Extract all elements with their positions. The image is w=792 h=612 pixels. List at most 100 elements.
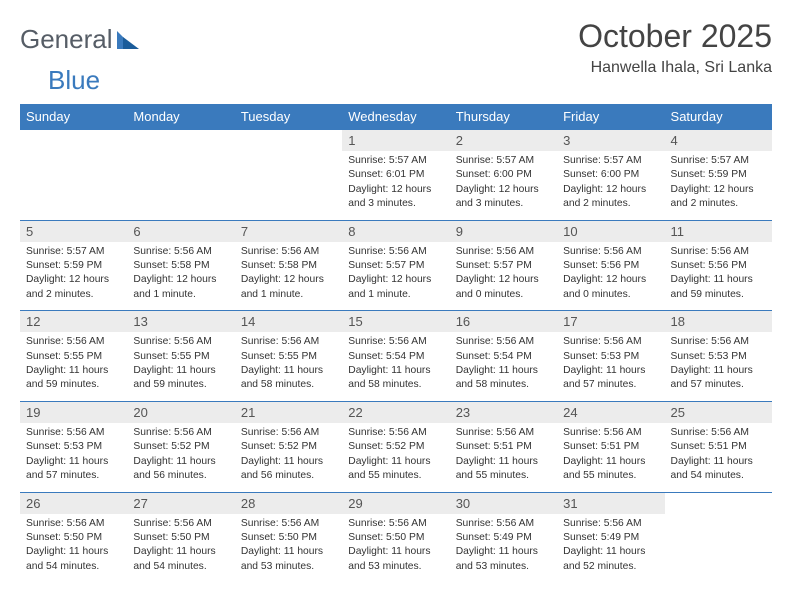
daylight-text: Daylight: 11 hours and 56 minutes. (133, 455, 228, 484)
day-info-cell: Sunrise: 5:56 AMSunset: 5:52 PMDaylight:… (235, 423, 342, 492)
day-info-cell: Sunrise: 5:56 AMSunset: 5:50 PMDaylight:… (127, 514, 234, 583)
sunrise-text: Sunrise: 5:56 AM (671, 335, 766, 349)
sunrise-text: Sunrise: 5:57 AM (348, 154, 443, 168)
daylight-text: Daylight: 12 hours and 1 minute. (348, 273, 443, 302)
day-number-cell: 21 (235, 402, 342, 423)
sunrise-text: Sunrise: 5:56 AM (26, 426, 121, 440)
day-info-cell: Sunrise: 5:56 AMSunset: 5:53 PMDaylight:… (20, 423, 127, 492)
title-block: October 2025 Hanwella Ihala, Sri Lanka (578, 18, 772, 77)
sunset-text: Sunset: 5:51 PM (456, 440, 551, 454)
day-info-cell: Sunrise: 5:56 AMSunset: 5:53 PMDaylight:… (665, 332, 772, 401)
day-info-cell: Sunrise: 5:56 AMSunset: 5:52 PMDaylight:… (342, 423, 449, 492)
day-header: Monday (127, 104, 234, 130)
sunrise-text: Sunrise: 5:56 AM (563, 426, 658, 440)
sunrise-text: Sunrise: 5:56 AM (241, 517, 336, 531)
daylight-text: Daylight: 11 hours and 54 minutes. (671, 455, 766, 484)
daylight-text: Daylight: 11 hours and 54 minutes. (133, 545, 228, 574)
daylight-text: Daylight: 11 hours and 59 minutes. (26, 364, 121, 393)
day-number-cell (20, 130, 127, 151)
sunset-text: Sunset: 5:56 PM (563, 259, 658, 273)
sunrise-text: Sunrise: 5:56 AM (456, 245, 551, 259)
day-number-cell (235, 130, 342, 151)
daylight-text: Daylight: 11 hours and 55 minutes. (456, 455, 551, 484)
sunset-text: Sunset: 5:59 PM (671, 168, 766, 182)
day-number-cell: 30 (450, 493, 557, 514)
day-number-cell: 17 (557, 311, 664, 332)
day-info-cell: Sunrise: 5:56 AMSunset: 5:58 PMDaylight:… (127, 242, 234, 311)
daylight-text: Daylight: 12 hours and 0 minutes. (456, 273, 551, 302)
sunrise-text: Sunrise: 5:56 AM (348, 335, 443, 349)
day-number-cell: 2 (450, 130, 557, 151)
day-info-cell: Sunrise: 5:57 AMSunset: 6:00 PMDaylight:… (450, 151, 557, 220)
sunrise-text: Sunrise: 5:56 AM (563, 517, 658, 531)
sunrise-text: Sunrise: 5:56 AM (241, 426, 336, 440)
daylight-text: Daylight: 11 hours and 57 minutes. (671, 364, 766, 393)
daylight-text: Daylight: 12 hours and 1 minute. (241, 273, 336, 302)
day-number-cell: 27 (127, 493, 234, 514)
day-number-row: 567891011 (20, 221, 772, 242)
day-header: Friday (557, 104, 664, 130)
day-info-cell: Sunrise: 5:56 AMSunset: 5:51 PMDaylight:… (665, 423, 772, 492)
sunset-text: Sunset: 5:51 PM (671, 440, 766, 454)
day-info-cell: Sunrise: 5:56 AMSunset: 5:50 PMDaylight:… (342, 514, 449, 583)
calendar-table: SundayMondayTuesdayWednesdayThursdayFrid… (20, 104, 772, 582)
day-number-cell: 6 (127, 221, 234, 242)
sunrise-text: Sunrise: 5:56 AM (133, 335, 228, 349)
sunset-text: Sunset: 6:01 PM (348, 168, 443, 182)
day-number-cell: 31 (557, 493, 664, 514)
day-header: Thursday (450, 104, 557, 130)
brand-logo: General (20, 18, 141, 55)
day-number-cell: 5 (20, 221, 127, 242)
day-info-cell: Sunrise: 5:56 AMSunset: 5:57 PMDaylight:… (342, 242, 449, 311)
sunrise-text: Sunrise: 5:56 AM (671, 245, 766, 259)
sunset-text: Sunset: 5:57 PM (348, 259, 443, 273)
day-info-cell: Sunrise: 5:56 AMSunset: 5:52 PMDaylight:… (127, 423, 234, 492)
sunset-text: Sunset: 5:55 PM (26, 350, 121, 364)
sunrise-text: Sunrise: 5:57 AM (671, 154, 766, 168)
day-info-cell: Sunrise: 5:56 AMSunset: 5:54 PMDaylight:… (342, 332, 449, 401)
day-info-cell: Sunrise: 5:57 AMSunset: 6:00 PMDaylight:… (557, 151, 664, 220)
day-number-cell: 18 (665, 311, 772, 332)
day-info-cell: Sunrise: 5:56 AMSunset: 5:53 PMDaylight:… (557, 332, 664, 401)
daylight-text: Daylight: 11 hours and 55 minutes. (563, 455, 658, 484)
sunset-text: Sunset: 6:00 PM (456, 168, 551, 182)
day-info-cell: Sunrise: 5:56 AMSunset: 5:55 PMDaylight:… (20, 332, 127, 401)
day-number-row: 19202122232425 (20, 402, 772, 423)
sunset-text: Sunset: 5:55 PM (241, 350, 336, 364)
day-number-cell: 16 (450, 311, 557, 332)
daylight-text: Daylight: 11 hours and 59 minutes. (671, 273, 766, 302)
day-info-cell: Sunrise: 5:56 AMSunset: 5:55 PMDaylight:… (235, 332, 342, 401)
sunrise-text: Sunrise: 5:56 AM (563, 335, 658, 349)
sunset-text: Sunset: 5:49 PM (456, 531, 551, 545)
sunrise-text: Sunrise: 5:56 AM (348, 517, 443, 531)
day-info-cell: Sunrise: 5:56 AMSunset: 5:55 PMDaylight:… (127, 332, 234, 401)
day-number-cell: 1 (342, 130, 449, 151)
sunrise-text: Sunrise: 5:56 AM (671, 426, 766, 440)
day-number-cell: 23 (450, 402, 557, 423)
daylight-text: Daylight: 12 hours and 3 minutes. (456, 183, 551, 212)
daylight-text: Daylight: 11 hours and 58 minutes. (241, 364, 336, 393)
sunrise-text: Sunrise: 5:56 AM (133, 517, 228, 531)
day-header: Wednesday (342, 104, 449, 130)
sunset-text: Sunset: 5:59 PM (26, 259, 121, 273)
daylight-text: Daylight: 11 hours and 56 minutes. (241, 455, 336, 484)
day-info-cell: Sunrise: 5:56 AMSunset: 5:56 PMDaylight:… (665, 242, 772, 311)
sunset-text: Sunset: 5:52 PM (241, 440, 336, 454)
daylight-text: Daylight: 11 hours and 53 minutes. (348, 545, 443, 574)
day-number-cell: 20 (127, 402, 234, 423)
day-number-cell: 10 (557, 221, 664, 242)
day-number-row: 12131415161718 (20, 311, 772, 332)
day-info-cell: Sunrise: 5:56 AMSunset: 5:49 PMDaylight:… (557, 514, 664, 583)
sunset-text: Sunset: 5:54 PM (348, 350, 443, 364)
day-info-cell: Sunrise: 5:56 AMSunset: 5:49 PMDaylight:… (450, 514, 557, 583)
sunrise-text: Sunrise: 5:56 AM (241, 335, 336, 349)
day-info-cell: Sunrise: 5:56 AMSunset: 5:58 PMDaylight:… (235, 242, 342, 311)
sunset-text: Sunset: 5:53 PM (563, 350, 658, 364)
daylight-text: Daylight: 12 hours and 1 minute. (133, 273, 228, 302)
day-number-cell (127, 130, 234, 151)
day-info-row: Sunrise: 5:56 AMSunset: 5:50 PMDaylight:… (20, 514, 772, 583)
day-number-cell: 11 (665, 221, 772, 242)
calendar-page: General October 2025 Hanwella Ihala, Sri… (0, 0, 792, 592)
day-number-cell: 7 (235, 221, 342, 242)
sunrise-text: Sunrise: 5:56 AM (348, 245, 443, 259)
